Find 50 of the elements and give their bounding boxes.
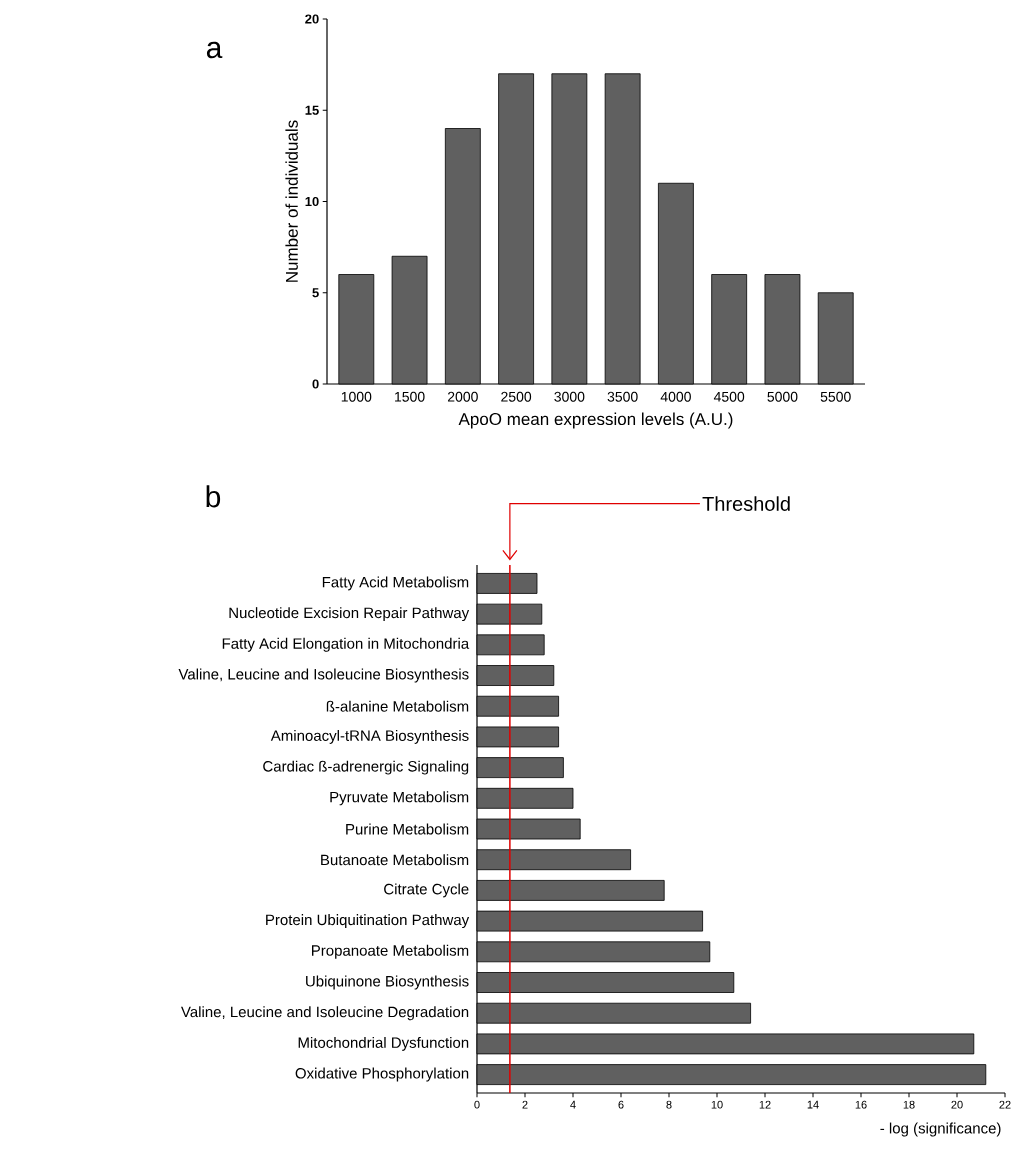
y-tick-label: Propanoate Metabolism <box>312 944 469 959</box>
y-tick-label: Fatty Acid Metabolism <box>322 576 469 591</box>
y-tick-label: Cardiac ß-adrenergic Signaling <box>263 760 469 775</box>
x-tick-label: 2 <box>522 1100 528 1109</box>
y-tick-label: Fatty Acid Elongation in Mitochondria <box>222 637 470 652</box>
x-tick-label: 22 <box>999 1100 1011 1109</box>
y-tick-label: Aminoacyl-tRNA Biosynthesis <box>270 729 469 744</box>
y-tick-label: ß-alanine Metabolism <box>326 700 469 712</box>
y-tick-label: Mitochondrial Dysfunction <box>298 1036 469 1051</box>
x-tick-label: 4 <box>570 1100 576 1109</box>
ref-line-label: Threshold <box>702 496 790 511</box>
x-tick-label: 0 <box>474 1100 480 1109</box>
y-tick-label: Purine Metabolism <box>346 823 469 835</box>
x-tick-label: 2500 <box>501 391 532 402</box>
y-tick-label: 15 <box>305 105 319 115</box>
y-tick-label: 0 <box>312 379 319 389</box>
y-tick-label: Butanoate Metabolism <box>321 854 469 866</box>
x-tick-label: 4000 <box>660 391 691 402</box>
x-tick-label: 5000 <box>767 391 798 402</box>
y-tick-label: 10 <box>305 196 319 207</box>
x-tick-label: 10 <box>711 1100 723 1109</box>
y-tick-label: Valine, Leucine and Isoleucine Biosynthesis <box>178 668 469 683</box>
y-tick-label: Ubiquinone Biosynthesis <box>306 975 469 990</box>
y-tick-label: Nucleotide Excision Repair Pathway <box>229 607 470 622</box>
x-tick-label: 16 <box>855 1100 867 1109</box>
y-tick-label: Valine, Leucine and Isoleucine Degradation <box>181 1006 469 1021</box>
x-tick-label: 3500 <box>607 391 638 402</box>
y-tick-label: 20 <box>305 14 319 24</box>
y-tick-label: Pyruvate Metabolism <box>330 791 469 806</box>
x-tick-label: 1000 <box>341 391 372 402</box>
y-tick-label: 5 <box>312 288 319 298</box>
y-tick-label: Citrate Cycle <box>384 883 469 898</box>
text: a <box>206 41 223 59</box>
x-tick-label: 6 <box>618 1100 624 1109</box>
x-tick-label: 3000 <box>554 391 585 402</box>
y-axis-title: Number of individuals <box>285 120 298 282</box>
text: b <box>206 485 221 508</box>
x-tick-label: 4500 <box>713 391 745 402</box>
x-tick-label: 18 <box>903 1100 915 1109</box>
x-axis-title: ApoO mean expression levels (A.U.) <box>458 412 733 429</box>
x-tick-label: 14 <box>807 1100 819 1109</box>
x-tick-label: 2000 <box>447 391 478 402</box>
x-tick-label: 8 <box>666 1100 672 1109</box>
y-tick-label: Oxidative Phosphorylation <box>295 1067 469 1082</box>
y-tick-label: Protein Ubiquitination Pathway <box>266 914 470 929</box>
x-tick-label: 5500 <box>820 391 851 402</box>
x-tick-label: 1500 <box>395 391 425 402</box>
x-tick-label: 20 <box>951 1100 963 1109</box>
x-axis-title: - log (significance) <box>880 1122 1001 1137</box>
x-tick-label: 12 <box>759 1100 771 1109</box>
